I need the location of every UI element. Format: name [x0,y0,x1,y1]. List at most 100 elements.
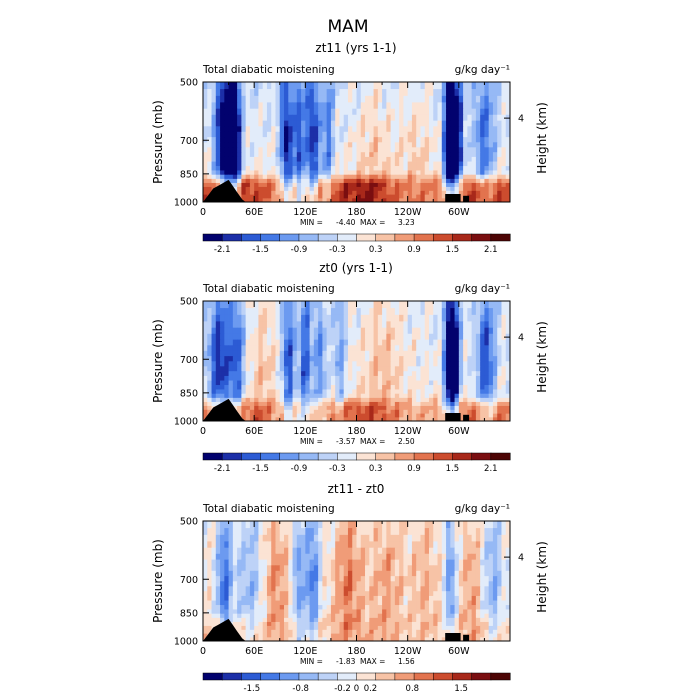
heatmap-cell [433,350,438,357]
heatmap-cell [497,409,502,415]
heatmap-cell [296,576,302,582]
heatmap-cell [411,541,417,549]
heatmap-cell [394,345,400,352]
heatmap-cell [305,600,310,606]
heatmap-cell [296,600,302,606]
heatmap-cell [377,356,383,362]
heatmap-cell [369,327,374,335]
heatmap-cell [399,547,404,555]
heatmap-cell [480,401,485,407]
heatmap-cell [407,345,413,352]
heatmap-cell [505,170,511,176]
heatmap-cell [215,350,221,357]
heatmap-cell [467,375,473,381]
heatmap-cell [330,178,336,184]
heatmap-cell [352,131,357,138]
heatmap-cell [463,137,468,143]
heatmap-cell [262,198,268,203]
heatmap-cell [454,182,460,188]
heatmap-cell [394,559,400,566]
heatmap-cell [275,366,281,372]
heatmap-cell [394,178,400,184]
heatmap-cell [266,393,272,399]
topography-south-america [463,195,470,202]
heatmap-cell [463,559,468,566]
heatmap-cell [245,114,251,122]
heatmap-cell [399,108,404,116]
heatmap-cell [428,570,434,577]
heatmap-cell [241,82,247,90]
heatmap-cell [339,609,345,615]
heatmap-cell [228,541,234,549]
heatmap-cell [403,397,409,403]
heatmap-cell [292,586,298,592]
heatmap-cell [288,156,293,162]
heatmap-cell [347,120,353,127]
heatmap-cell [484,609,490,615]
heatmap-cell [335,581,340,587]
heatmap-cell [497,156,502,162]
heatmap-cell [484,198,490,203]
heatmap-cell [399,102,404,110]
heatmap-cell [458,178,464,184]
heatmap-cell [390,308,396,316]
heatmap-cell [488,565,494,572]
heatmap-cell [450,126,455,133]
heatmap-cell [480,321,485,329]
heatmap-cell [241,190,247,196]
heatmap-cell [437,576,443,582]
heatmap-cell [207,142,212,148]
heatmap-cell [497,147,502,153]
heatmap-cell [232,389,238,395]
heatmap-cell [211,559,217,566]
heatmap-cell [428,613,434,619]
heatmap-cell [428,553,434,561]
heatmap-cell [411,345,417,352]
heatmap-cell [458,350,464,357]
heatmap-cell [424,389,430,395]
heatmap-cell [266,120,272,127]
heatmap-cell [262,350,268,357]
heatmap-cell [318,194,323,199]
heatmap-cell [471,609,477,615]
heatmap-cell [245,565,251,572]
heatmap-cell [232,534,238,542]
heatmap-cell [245,600,251,606]
heatmap-cell [215,570,221,577]
heatmap-cell [463,609,468,615]
heatmap-cell [220,120,225,127]
heatmap-cell [463,393,468,399]
heatmap-cell [437,174,443,180]
heatmap-cell [326,380,332,386]
heatmap-cell [411,147,417,153]
heatmap-cell [484,339,490,346]
colorbar-swatch [433,452,453,461]
heatmap-cell [322,126,328,133]
heatmap-cell [407,147,413,153]
heatmap-cell [284,95,289,103]
heatmap-cell [343,405,349,411]
heatmap-cell [420,565,426,572]
heatmap-cell [207,581,212,587]
heatmap-cell [484,137,490,143]
heatmap-cell [211,609,217,615]
heatmap-cell [463,617,468,623]
heatmap-cell [301,131,306,138]
heatmap-cell [390,371,396,377]
heatmap-cell [258,170,264,176]
heatmap-cell [326,553,332,561]
heatmap-cell [249,380,255,386]
heatmap-cell [228,156,234,162]
heatmap-cell [356,156,362,162]
heatmap-cell [458,595,464,601]
heatmap-cell [403,333,409,341]
heatmap-cell [382,301,387,309]
heatmap-cell [458,301,464,309]
heatmap-cell [309,108,315,116]
heatmap-cell [322,194,328,199]
heatmap-cell [399,190,404,196]
heatmap-cell [322,417,328,422]
heatmap-cell [373,339,379,346]
heatmap-cell [475,156,481,162]
heatmap-cell [467,413,473,418]
